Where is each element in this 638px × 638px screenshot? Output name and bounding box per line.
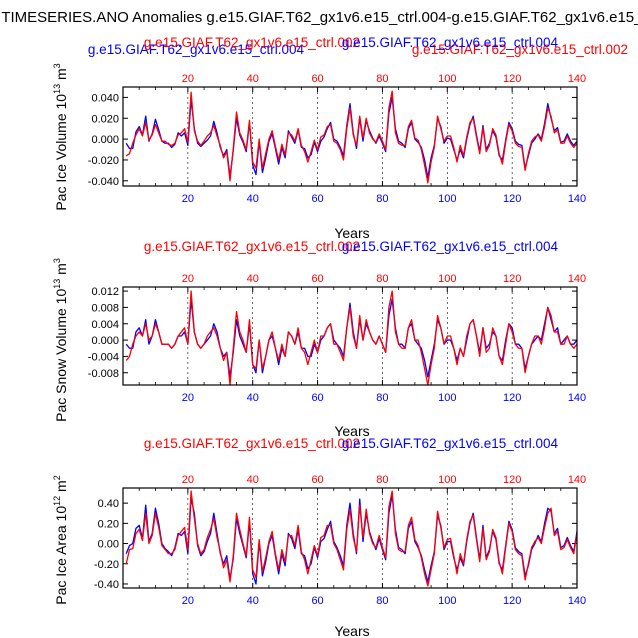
x-tick-label-top: 140 bbox=[568, 273, 586, 285]
series-line-ctrl-002 bbox=[125, 490, 578, 587]
y-tick-label: -0.008 bbox=[88, 368, 119, 380]
center-label-blue: g.e15.GIAF.T62_gx1v6.e15_ctrl.004 bbox=[342, 436, 559, 451]
x-tick-label: 100 bbox=[438, 193, 456, 205]
x-tick-label: 80 bbox=[376, 392, 388, 404]
x-tick-label-top: 20 bbox=[182, 474, 194, 486]
x-tick-label-top: 60 bbox=[311, 273, 323, 285]
x-axis-label: Years bbox=[334, 225, 369, 241]
y-tick-label: 0.000 bbox=[91, 335, 119, 347]
y-axis-label-text: Pac Ice Area 10 bbox=[53, 506, 69, 605]
y-tick-label: 0.040 bbox=[91, 92, 119, 104]
x-tick-label: 60 bbox=[311, 193, 323, 205]
y-tick-label: -0.20 bbox=[94, 559, 119, 571]
x-tick-label-top: 60 bbox=[311, 474, 323, 486]
x-axis-label: Years bbox=[334, 423, 369, 439]
x-tick-label-top: 60 bbox=[311, 73, 323, 85]
x-tick-label: 40 bbox=[247, 193, 259, 205]
y-tick-label: -0.40 bbox=[94, 579, 119, 591]
x-tick-label-top: 140 bbox=[568, 474, 586, 486]
x-axis-label: Years bbox=[334, 623, 369, 638]
figure-title: ICE.NH.TIMESERIES.ANO Anomalies g.e15.GI… bbox=[0, 9, 638, 26]
y-axis-label: Pac Snow Volume 1013 m3 bbox=[52, 258, 69, 422]
x-tick-label: 140 bbox=[568, 193, 586, 205]
series-line-ctrl-002 bbox=[125, 90, 578, 184]
y-axis-label-text: Pac Snow Volume 10 bbox=[53, 289, 69, 422]
x-tick-label-top: 100 bbox=[438, 474, 456, 486]
y-tick-label: -0.004 bbox=[88, 351, 119, 363]
series-line-ctrl-004 bbox=[125, 96, 578, 179]
y-axis-label-exponent: 13 bbox=[52, 84, 62, 94]
panel-pac-ice-area: g.e15.GIAF.T62_gx1v6.e15_ctrl.002 g.e15.… bbox=[52, 436, 586, 638]
y-tick-label: 0.00 bbox=[98, 539, 119, 551]
y-tick-label: 0.20 bbox=[98, 518, 119, 530]
y-tick-label: 0.012 bbox=[91, 286, 119, 298]
x-tick-label: 60 bbox=[311, 595, 323, 607]
x-tick-label: 40 bbox=[247, 392, 259, 404]
y-axis-label-exponent: 13 bbox=[52, 279, 62, 289]
y-tick-label: 0.008 bbox=[91, 302, 119, 314]
y-axis-label-exponent: 12 bbox=[52, 496, 62, 506]
y-axis-label-unit: m bbox=[53, 263, 69, 279]
y-axis-label: Pac Ice Area 1012 m2 bbox=[52, 475, 69, 604]
x-tick-label: 20 bbox=[182, 595, 194, 607]
y-tick-label: 0.000 bbox=[91, 134, 119, 146]
x-tick-label-top: 80 bbox=[376, 474, 388, 486]
y-axis-label: Pac Ice Volume 1013 m3 bbox=[52, 63, 69, 210]
panel-pac-snow-volume: g.e15.GIAF.T62_gx1v6.e15_ctrl.002 g.e15.… bbox=[52, 239, 586, 439]
panel-pac-ice-volume: g.e15.GIAF.T62_gx1v6.e15_ctrl.004 g.e15.… bbox=[52, 35, 628, 241]
x-tick-label-top: 140 bbox=[568, 73, 586, 85]
x-tick-label-top: 20 bbox=[182, 73, 194, 85]
x-tick-label: 80 bbox=[376, 193, 388, 205]
y-tick-label: 0.004 bbox=[91, 319, 119, 331]
x-tick-label: 20 bbox=[182, 392, 194, 404]
x-tick-label-top: 120 bbox=[503, 474, 521, 486]
plot-frame bbox=[122, 286, 578, 386]
y-axis-label-unit-exponent: 3 bbox=[52, 258, 62, 263]
y-axis-label-unit-exponent: 2 bbox=[52, 475, 62, 480]
y-tick-label: -0.040 bbox=[88, 176, 119, 188]
x-tick-label: 80 bbox=[376, 595, 388, 607]
y-axis-label-unit: m bbox=[53, 68, 69, 84]
y-tick-label: -0.020 bbox=[88, 155, 119, 167]
x-tick-label-top: 40 bbox=[247, 474, 259, 486]
x-tick-label: 40 bbox=[247, 595, 259, 607]
x-tick-label: 120 bbox=[503, 595, 521, 607]
series-line-ctrl-004 bbox=[125, 298, 578, 378]
top-label-red: g.e15.GIAF.T62_gx1v6.e15_ctrl.002 bbox=[412, 42, 628, 57]
center-label-blue: g.e15.GIAF.T62_gx1v6.e15_ctrl.004 bbox=[342, 239, 559, 254]
y-axis-label-unit: m bbox=[53, 480, 69, 496]
x-tick-label-top: 80 bbox=[376, 73, 388, 85]
y-axis-label-text: Pac Ice Volume 10 bbox=[53, 94, 69, 211]
x-tick-label: 60 bbox=[311, 392, 323, 404]
x-tick-label: 120 bbox=[503, 392, 521, 404]
x-tick-label: 140 bbox=[568, 392, 586, 404]
center-label-blue: g.e15.GIAF.T62_gx1v6.e15_ctrl.004 bbox=[342, 35, 559, 50]
x-tick-label-top: 100 bbox=[438, 273, 456, 285]
plot-frame bbox=[122, 86, 578, 187]
series-line-ctrl-002 bbox=[125, 290, 578, 386]
x-tick-label: 120 bbox=[503, 193, 521, 205]
x-tick-label: 20 bbox=[182, 193, 194, 205]
plot-frame bbox=[122, 487, 578, 589]
x-tick-label-top: 100 bbox=[438, 73, 456, 85]
y-axis-label-unit-exponent: 3 bbox=[52, 63, 62, 68]
center-label-red: g.e15.GIAF.T62_gx1v6.e15_ctrl.002 bbox=[144, 436, 360, 451]
y-tick-label: 0.020 bbox=[91, 113, 119, 125]
x-tick-label: 140 bbox=[568, 595, 586, 607]
x-tick-label-top: 40 bbox=[247, 73, 259, 85]
series-line-ctrl-004 bbox=[125, 494, 578, 585]
x-tick-label-top: 40 bbox=[247, 273, 259, 285]
x-tick-label: 100 bbox=[438, 595, 456, 607]
y-tick-label: 0.40 bbox=[98, 498, 119, 510]
x-tick-label-top: 20 bbox=[182, 273, 194, 285]
top-label-blue: g.e15.GIAF.T62_gx1v6.e15_ctrl.004 bbox=[88, 42, 305, 57]
x-tick-label: 100 bbox=[438, 392, 456, 404]
center-label-red: g.e15.GIAF.T62_gx1v6.e15_ctrl.002 bbox=[144, 35, 360, 50]
x-tick-label-top: 120 bbox=[503, 273, 521, 285]
center-label-red: g.e15.GIAF.T62_gx1v6.e15_ctrl.002 bbox=[144, 239, 360, 254]
x-tick-label-top: 80 bbox=[376, 273, 388, 285]
x-tick-label-top: 120 bbox=[503, 73, 521, 85]
